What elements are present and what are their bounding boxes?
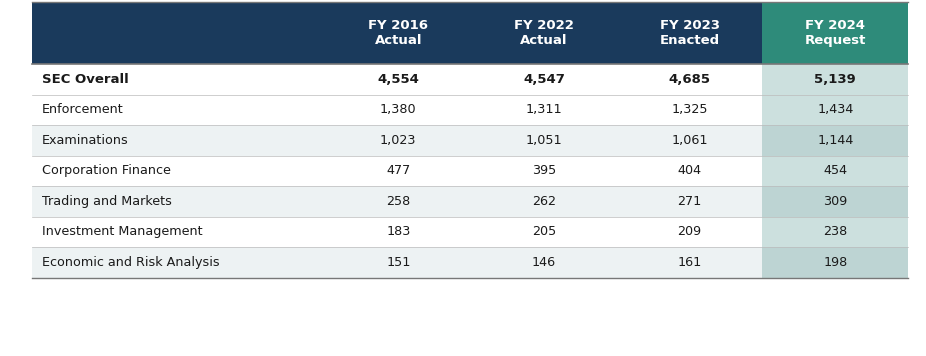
Bar xyxy=(32,125,325,156)
Bar xyxy=(325,64,471,94)
Text: 183: 183 xyxy=(386,225,410,238)
Text: 146: 146 xyxy=(532,256,556,269)
Bar xyxy=(325,94,471,125)
Bar xyxy=(762,156,908,186)
Text: 1,311: 1,311 xyxy=(526,103,562,116)
Text: 258: 258 xyxy=(386,195,410,208)
Bar xyxy=(32,64,325,94)
Bar xyxy=(617,64,762,94)
Text: Examinations: Examinations xyxy=(42,134,129,147)
Text: 309: 309 xyxy=(823,195,847,208)
Text: 205: 205 xyxy=(532,225,557,238)
Bar xyxy=(32,247,325,277)
Text: 1,061: 1,061 xyxy=(671,134,707,147)
Bar xyxy=(32,186,325,216)
Text: FY 2024
Request: FY 2024 Request xyxy=(805,19,866,47)
Text: 271: 271 xyxy=(678,195,702,208)
Bar xyxy=(762,186,908,216)
Bar xyxy=(471,247,617,277)
Bar xyxy=(762,247,908,277)
Bar xyxy=(617,247,762,277)
Bar xyxy=(32,94,325,125)
Text: 1,380: 1,380 xyxy=(380,103,417,116)
Bar xyxy=(762,125,908,156)
Bar xyxy=(617,186,762,216)
Bar xyxy=(471,156,617,186)
Bar xyxy=(32,156,325,186)
Bar xyxy=(471,216,617,247)
Bar xyxy=(762,2,908,64)
Bar xyxy=(325,186,471,216)
Text: Investment Management: Investment Management xyxy=(42,225,203,238)
Bar xyxy=(32,2,325,64)
Text: FY 2022
Actual: FY 2022 Actual xyxy=(514,19,574,47)
Bar xyxy=(325,2,471,64)
Bar xyxy=(325,247,471,277)
Bar xyxy=(471,2,617,64)
Text: Enforcement: Enforcement xyxy=(42,103,124,116)
Text: 1,051: 1,051 xyxy=(526,134,562,147)
Bar xyxy=(617,125,762,156)
Bar xyxy=(617,94,762,125)
Text: 4,554: 4,554 xyxy=(378,73,419,86)
Text: 151: 151 xyxy=(386,256,410,269)
Text: 1,023: 1,023 xyxy=(380,134,417,147)
Bar xyxy=(325,156,471,186)
Text: 161: 161 xyxy=(678,256,702,269)
Text: 4,547: 4,547 xyxy=(523,73,565,86)
Bar xyxy=(471,125,617,156)
Text: 404: 404 xyxy=(678,164,702,177)
Text: 395: 395 xyxy=(532,164,557,177)
Text: 5,139: 5,139 xyxy=(815,73,857,86)
Bar xyxy=(471,64,617,94)
Text: 209: 209 xyxy=(678,225,702,238)
Bar xyxy=(32,216,325,247)
Text: 477: 477 xyxy=(386,164,410,177)
Text: SEC Overall: SEC Overall xyxy=(42,73,129,86)
Bar xyxy=(762,94,908,125)
Text: Trading and Markets: Trading and Markets xyxy=(42,195,172,208)
Bar xyxy=(762,216,908,247)
Text: 238: 238 xyxy=(823,225,847,238)
Bar xyxy=(471,94,617,125)
Text: 198: 198 xyxy=(823,256,847,269)
Text: Corporation Finance: Corporation Finance xyxy=(42,164,171,177)
Bar xyxy=(617,2,762,64)
Bar xyxy=(471,186,617,216)
Text: Economic and Risk Analysis: Economic and Risk Analysis xyxy=(42,256,219,269)
Text: 1,325: 1,325 xyxy=(671,103,707,116)
Bar xyxy=(325,125,471,156)
Text: 262: 262 xyxy=(532,195,556,208)
Bar xyxy=(325,216,471,247)
Text: 1,434: 1,434 xyxy=(817,103,854,116)
Text: 1,144: 1,144 xyxy=(817,134,854,147)
Bar xyxy=(762,64,908,94)
Bar xyxy=(617,156,762,186)
Bar xyxy=(617,216,762,247)
Text: 454: 454 xyxy=(823,164,847,177)
Text: 4,685: 4,685 xyxy=(669,73,710,86)
Text: FY 2023
Enacted: FY 2023 Enacted xyxy=(659,19,720,47)
Text: FY 2016
Actual: FY 2016 Actual xyxy=(369,19,429,47)
